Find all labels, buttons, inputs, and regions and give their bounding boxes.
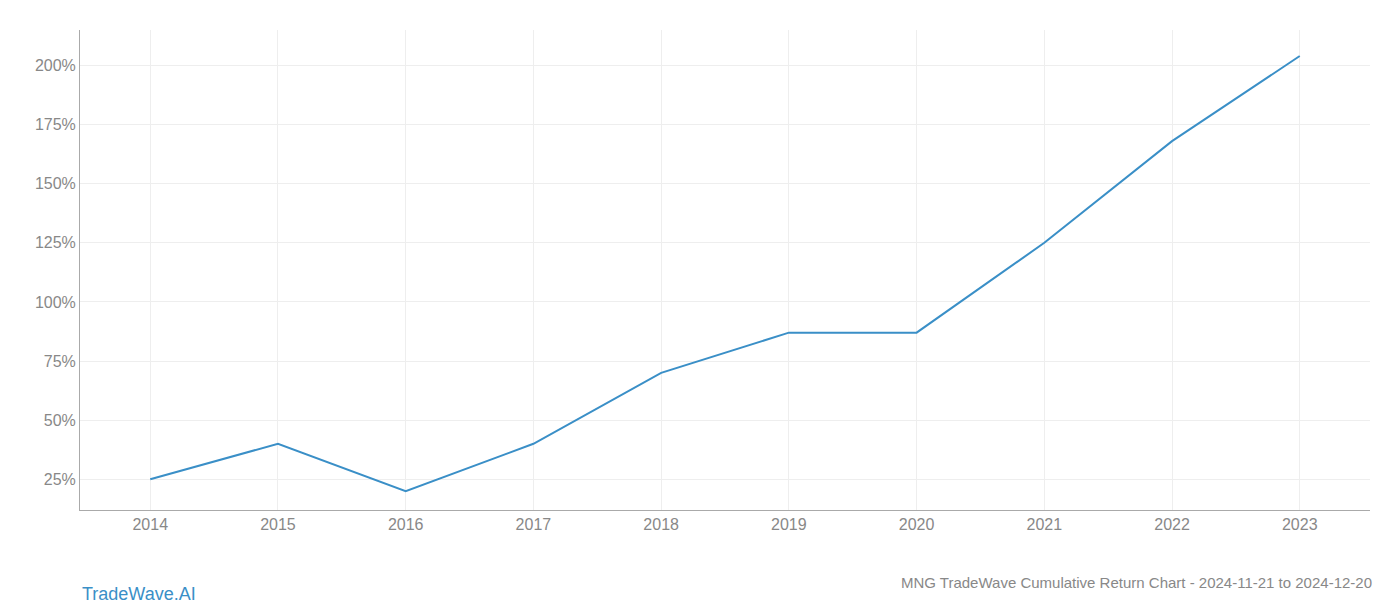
svg-text:175%: 175% (35, 116, 76, 133)
svg-text:2021: 2021 (1027, 516, 1063, 533)
svg-text:2014: 2014 (132, 516, 168, 533)
svg-text:50%: 50% (44, 412, 76, 429)
svg-text:2015: 2015 (260, 516, 296, 533)
svg-text:75%: 75% (44, 353, 76, 370)
svg-text:2022: 2022 (1154, 516, 1190, 533)
svg-text:2018: 2018 (643, 516, 679, 533)
svg-text:2023: 2023 (1282, 516, 1318, 533)
svg-text:125%: 125% (35, 234, 76, 251)
svg-text:MNG TradeWave Cumulative Retur: MNG TradeWave Cumulative Return Chart - … (901, 574, 1372, 591)
svg-text:2020: 2020 (899, 516, 935, 533)
svg-text:2019: 2019 (771, 516, 807, 533)
svg-text:100%: 100% (35, 294, 76, 311)
svg-text:TradeWave.AI: TradeWave.AI (82, 584, 196, 600)
svg-text:200%: 200% (35, 57, 76, 74)
svg-text:150%: 150% (35, 175, 76, 192)
svg-text:25%: 25% (44, 471, 76, 488)
svg-text:2016: 2016 (388, 516, 424, 533)
svg-text:2017: 2017 (516, 516, 552, 533)
